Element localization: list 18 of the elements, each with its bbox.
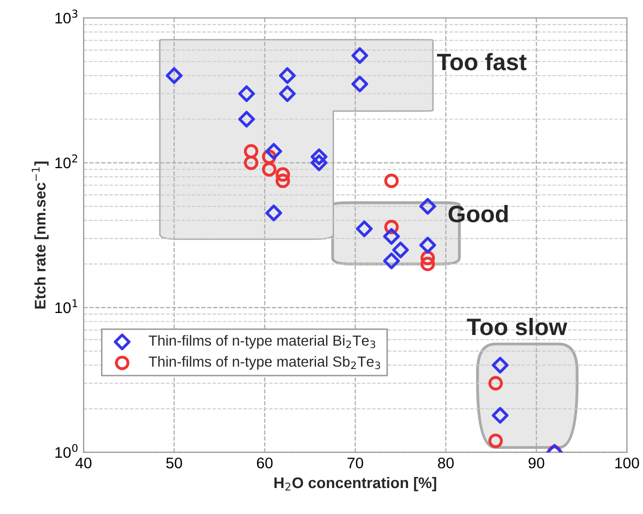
y-tick-label: 10$^{3}$ xyxy=(55,10,78,24)
x-tick-label: 50 xyxy=(166,458,182,468)
y-tick-label: 10$^{1}$ xyxy=(55,299,78,314)
x-axis-title: H$_{2}$O concentration [%] xyxy=(274,476,436,492)
annotation: Good xyxy=(448,205,508,222)
x-tick-label: 100 xyxy=(615,458,640,468)
y-tick-label: 10$^{0}$ xyxy=(55,444,78,458)
legend-label: Thin-films of n-type material Sb$_{2}$Te$_{3}$ xyxy=(148,356,380,370)
legend-label: Thin-films of n-type material Bi$_{2}$Te$_{3}$ xyxy=(148,335,376,349)
x-tick-label: 70 xyxy=(348,458,364,468)
y-tick-label: 10$^{2}$ xyxy=(55,154,78,168)
annotation: Too slow xyxy=(466,318,568,336)
x-tick-label: 90 xyxy=(528,458,544,468)
x-tick-label: 80 xyxy=(438,458,454,468)
y-axis-title: Etch rate [nm.sec$^{−1}$] xyxy=(32,162,49,309)
annotation: Too fast xyxy=(437,53,527,70)
x-tick-label: 60 xyxy=(256,458,273,468)
x-tick-label: 40 xyxy=(75,458,92,468)
